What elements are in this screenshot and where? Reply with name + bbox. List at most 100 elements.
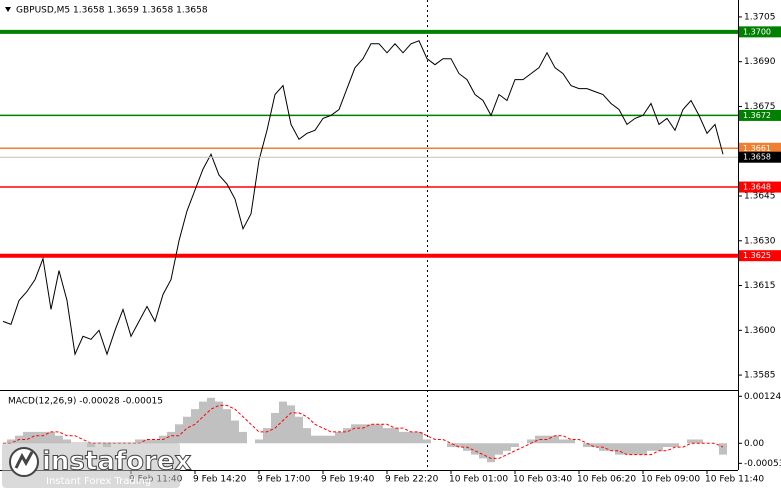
histogram-bar (663, 443, 671, 448)
histogram-bar (527, 439, 535, 444)
histogram-bar (559, 439, 567, 444)
level-label: 1.3672 (743, 111, 771, 120)
histogram-bar (143, 439, 151, 444)
level-label-bg (739, 109, 781, 121)
y-tick-label: 1.3645 (744, 192, 776, 202)
watermark-icon-mark (14, 451, 34, 469)
level-label: 1.3700 (743, 27, 771, 36)
x-tick-label: 9 Feb 17:00 (257, 475, 311, 485)
histogram-bar (655, 443, 663, 451)
histogram-bar (303, 428, 311, 444)
histogram-bar (39, 431, 47, 444)
histogram-bar (607, 443, 615, 451)
price-line (2, 40, 724, 356)
x-tick-label: 10 Feb 06:20 (577, 475, 636, 485)
histogram-bar (591, 443, 599, 448)
histogram-bar (375, 424, 383, 444)
histogram-bar (231, 420, 239, 444)
y-tick-label: 1.3675 (744, 102, 776, 112)
histogram-bar (367, 424, 375, 444)
histogram-bar (47, 431, 55, 444)
histogram-bar (639, 443, 647, 455)
histogram-bar (615, 443, 623, 455)
histogram-bar (319, 435, 327, 444)
histogram-bar (351, 424, 359, 444)
histogram-bar (263, 428, 271, 444)
y-tick-label: 1.3690 (744, 57, 776, 67)
histogram-bar (327, 435, 335, 444)
histogram-bar (255, 439, 263, 444)
histogram-bar (223, 409, 231, 444)
histogram-bar (495, 443, 503, 455)
histogram-bar (167, 431, 175, 444)
menu-arrow (5, 7, 11, 12)
histogram-bar (511, 443, 519, 448)
histogram-bar (279, 401, 287, 444)
histogram-bar (695, 439, 703, 444)
histogram-bar (207, 397, 215, 444)
x-tick-label: 10 Feb 11:40 (705, 475, 764, 485)
watermark-tagline: Instant Forex Trading (46, 476, 151, 487)
x-tick-label: 10 Feb 03:40 (513, 475, 572, 485)
histogram-bar (407, 431, 415, 444)
histogram-bar (623, 443, 631, 455)
level-label: 1.3648 (743, 183, 771, 192)
watermark-bg (2, 442, 180, 488)
histogram-bar (199, 401, 207, 444)
histogram-bar (31, 431, 39, 444)
y-tick-label: 1.3615 (744, 281, 776, 291)
histogram-bar (359, 424, 367, 444)
histogram-bar (487, 443, 495, 463)
histogram-bar (415, 431, 423, 444)
y-tick-label: 0.00124 (744, 392, 781, 402)
histogram-bar (175, 424, 183, 444)
histogram-bar (335, 431, 343, 444)
watermark: instaforex Instant Forex Trading (2, 442, 192, 488)
x-tick-label: 9 Feb 14:20 (193, 475, 247, 485)
histogram-bar (423, 439, 431, 444)
level-label-bg (739, 26, 781, 38)
histogram-bar (23, 431, 31, 444)
watermark-brand: instaforex (42, 447, 192, 477)
level-label-bg (739, 250, 781, 262)
histogram-bar (647, 443, 655, 451)
y-tick-label: 1.3585 (744, 371, 776, 381)
histogram-bar (135, 439, 143, 444)
level-label-bg (739, 181, 781, 193)
histogram-bar (535, 435, 543, 444)
y-tick-label: -0.00053 (744, 459, 781, 469)
macd-title: MACD(12,26,9) -0.00028 -0.00015 (8, 397, 163, 407)
level-label: 1.3661 (743, 144, 771, 153)
histogram-bar (215, 401, 223, 444)
histogram-bar (151, 439, 159, 444)
histogram-bar (671, 443, 679, 448)
histogram-bar (687, 439, 695, 444)
level-label-bg (739, 142, 781, 154)
last-price-label: 1.3658 (743, 153, 771, 162)
histogram-bar (447, 443, 455, 448)
histogram-bar (391, 428, 399, 444)
histogram-bar (239, 431, 247, 444)
last-price-bg (739, 151, 781, 163)
histogram-bar (191, 409, 199, 444)
y-tick-label: 1.3705 (744, 12, 776, 22)
histogram-bar (503, 443, 511, 451)
y-tick-label: 1.3630 (744, 236, 776, 246)
x-tick-label: 9 Feb 19:40 (321, 475, 375, 485)
histogram-bar (567, 439, 575, 444)
histogram-bar (383, 428, 391, 444)
histogram-bar (471, 443, 479, 455)
histogram-bar (343, 428, 351, 444)
histogram-bar (631, 443, 639, 455)
histogram-bar (55, 435, 63, 444)
histogram-bar (287, 405, 295, 444)
histogram-bar (583, 443, 591, 448)
y-tick-label: 1.3600 (744, 326, 776, 336)
histogram-bar (183, 416, 191, 444)
histogram-bar (7, 439, 15, 444)
histogram-bar (719, 443, 727, 455)
x-tick-label: 10 Feb 09:00 (641, 475, 700, 485)
y-tick-label: 0.00 (744, 439, 764, 449)
